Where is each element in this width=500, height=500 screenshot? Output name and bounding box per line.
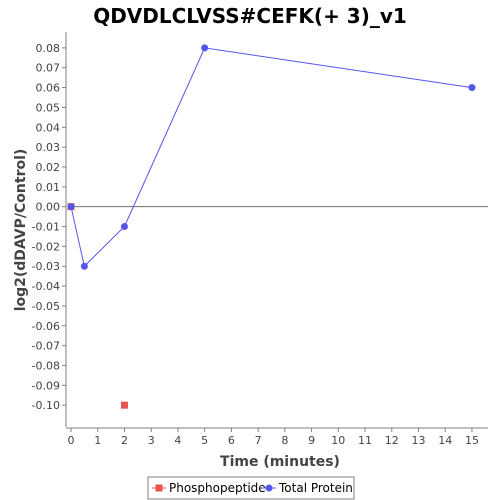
x-tick-label: 11 [358,434,372,447]
data-point-total-protein [201,44,209,52]
y-tick-label: 0.06 [36,82,61,95]
x-tick-label: 5 [201,434,208,447]
y-tick-label: 0.04 [36,121,61,134]
y-axis-label: log2(dDAVP/Control) [13,149,29,312]
data-point-total-protein [120,223,128,231]
x-tick-label: 0 [68,434,75,447]
series-total-protein [67,44,476,270]
chart-title: QDVDLCLVSS#CEFK(+ 3)_v1 [93,4,407,28]
x-tick-label: 13 [412,434,426,447]
y-tick-label: -0.05 [32,300,60,313]
data-point-total-protein [80,262,88,270]
data-point-total-protein [468,84,476,92]
legend-marker [155,484,163,492]
y-tick-label: -0.08 [32,359,60,372]
x-tick-label: 2 [121,434,128,447]
y-tick-label: 0.00 [36,201,61,214]
x-tick-label: 9 [308,434,315,447]
y-tick-label: -0.03 [32,260,60,273]
legend-item-phosphopeptide: Phosphopeptide [152,481,266,495]
x-tick-label: 14 [438,434,452,447]
legend-label: Phosphopeptide [169,481,266,495]
x-tick-label: 7 [255,434,262,447]
y-tick-label: -0.07 [32,340,60,353]
legend-label: Total Protein [278,481,353,495]
y-tick-label: -0.04 [32,280,60,293]
plot-area [66,32,488,427]
y-tick-label: 0.03 [36,141,61,154]
x-tick-label: 3 [148,434,155,447]
series-layer [67,44,476,409]
y-tick-label: 0.07 [36,62,61,75]
y-tick-label: -0.06 [32,320,60,333]
y-tick-label: -0.01 [32,221,60,234]
y-tick-label: 0.08 [36,42,61,55]
data-point-phosphopeptide [120,401,128,409]
legend: Phosphopeptide Total Protein [147,476,355,500]
x-tick-label: 6 [228,434,235,447]
y-tick-label: 0.05 [36,101,61,114]
y-tick-label: 0.01 [36,181,61,194]
x-tick-label: 15 [465,434,479,447]
legend-item-total-protein: Total Protein [262,481,353,495]
x-tick-label: 4 [174,434,181,447]
axes: 0.08 0.07 0.06 0.05 0.04 0.03 0.02 0.01 0.00 -0.0… [32,32,488,447]
y-tick-label: 0.02 [36,161,61,174]
y-tick-label: -0.10 [32,399,60,412]
y-tick-label: -0.02 [32,240,60,253]
x-tick-label: 12 [385,434,399,447]
y-tick-label: -0.09 [32,379,60,392]
data-point-total-protein [67,203,75,211]
legend-box [147,476,355,500]
x-tick-label: 1 [94,434,101,447]
x-axis-label: Time (minutes) [220,454,340,470]
x-tick-label: 10 [331,434,345,447]
x-tick-label: 8 [281,434,288,447]
legend-marker [265,484,273,492]
